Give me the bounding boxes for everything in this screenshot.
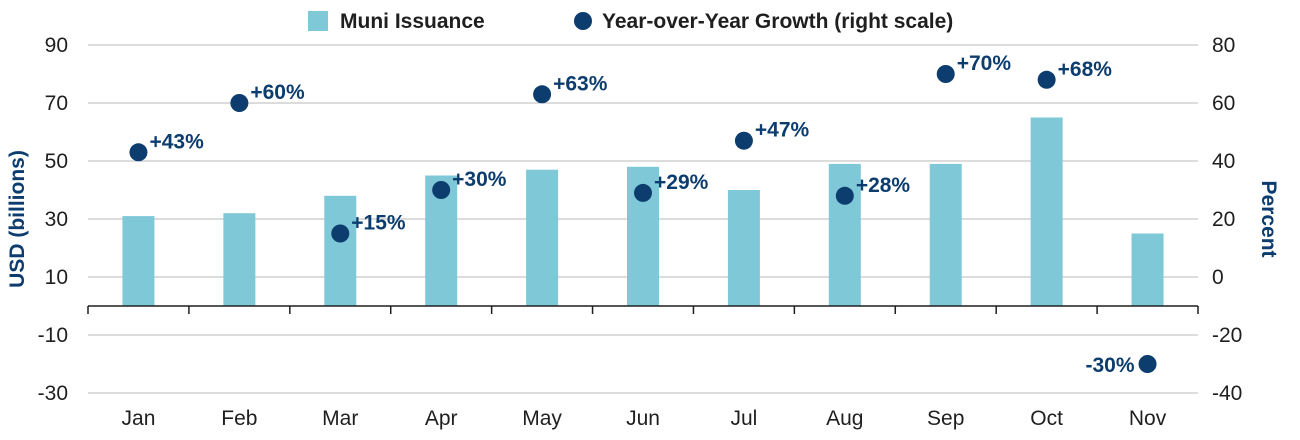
legend-label-bar: Muni Issuance [340,10,485,33]
legend-label-dot: Year-over-Year Growth (right scale) [602,10,953,33]
growth-data-label: +28% [856,174,911,197]
growth-data-label: +29% [654,171,709,194]
x-tick-label: Jul [730,407,757,430]
growth-data-label: +63% [553,72,608,95]
growth-point [129,143,148,162]
growth-point [432,181,451,199]
legend: Muni Issuance Year-over-Year Growth (rig… [308,10,953,33]
bar [122,216,155,306]
y-tick-label: 50 [45,150,68,173]
y-tick-label: -10 [38,324,68,347]
x-tick-label: Mar [322,407,358,430]
y-tick-label: 30 [45,208,68,231]
growth-point [331,224,350,243]
y-tick-label: 70 [45,92,68,115]
point-series: +43% +60% +15% +30% +63% +29% +47% +28% +70% +68%… [129,52,1157,377]
growth-point [936,65,955,83]
y-tick-label: 10 [45,266,68,289]
bar [526,169,559,306]
growth-point [634,183,652,202]
growth-point [1037,70,1056,89]
growth-point [230,94,249,112]
y2-tick-label: 20 [1212,208,1235,231]
x-tick-label: Oct [1030,407,1063,430]
y2-tick-label: 80 [1212,34,1235,57]
y2-axis-title: Percent [1257,180,1280,257]
y2-tick-label: -20 [1212,324,1242,347]
y2-tick-label: -40 [1212,382,1242,405]
bar-series [122,117,1164,306]
bar [727,190,760,306]
bar [324,195,357,306]
bar [929,163,962,306]
legend-swatch-bar [308,11,328,31]
x-tick-label: May [522,407,562,430]
y-tick-label: -30 [38,382,68,405]
y2-tick-label: 60 [1212,92,1235,115]
x-tick-label: Jan [122,407,156,430]
x-tick-label: Feb [221,407,257,430]
bar [223,213,256,306]
bar [1131,233,1164,306]
growth-data-label: +70% [957,52,1012,75]
axes: -30 -10 10 30 50 70 90 -40 -20 0 20 40 60 80 Jan Feb Mar… [38,34,1243,430]
growth-data-label: +15% [351,212,406,235]
growth-point [734,131,753,150]
x-tick-label: Nov [1129,407,1167,430]
growth-data-label: +47% [755,119,810,142]
y2-tick-label: 40 [1212,150,1235,173]
x-tick-label: Jun [626,407,660,430]
x-tick-label: Sep [927,407,964,430]
bar [1030,117,1063,306]
growth-data-label: -30% [1086,354,1135,377]
growth-point [1138,355,1157,373]
growth-data-label: +60% [250,81,305,104]
y-axis-title: USD (billions) [6,150,29,288]
growth-point [835,186,854,205]
x-tick-label: Apr [425,407,458,430]
growth-data-label: +30% [452,168,507,191]
x-tick-label: Aug [826,407,863,430]
y2-tick-label: 0 [1212,266,1224,289]
growth-data-label: +68% [1058,58,1113,81]
growth-data-label: +43% [149,130,204,153]
y-tick-label: 90 [45,34,68,57]
legend-swatch-dot [574,12,592,30]
growth-point [533,85,552,104]
